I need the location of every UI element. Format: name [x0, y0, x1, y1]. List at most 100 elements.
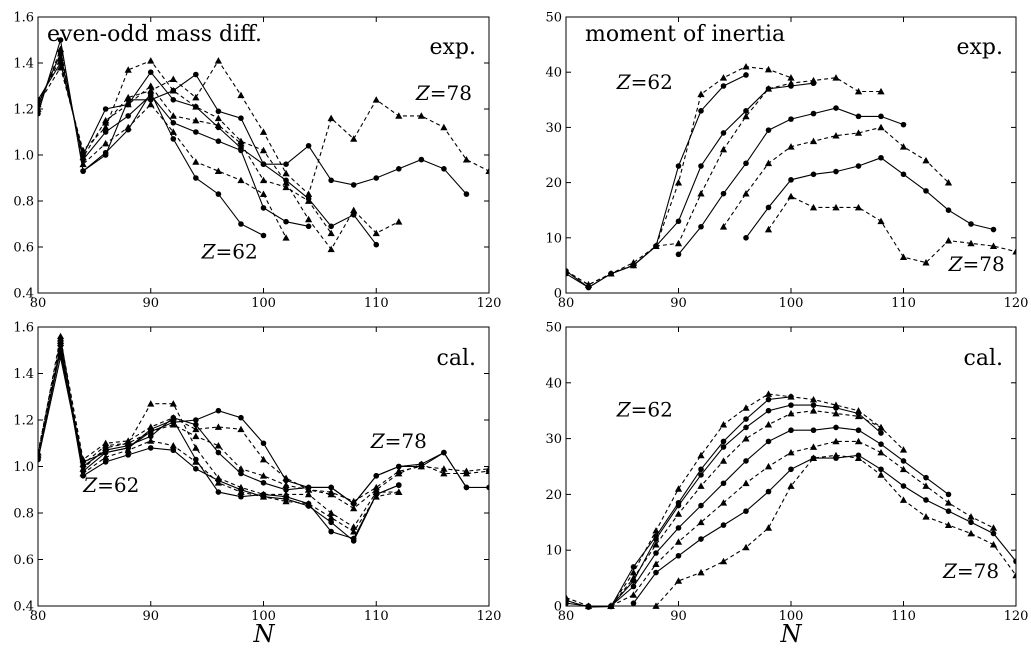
- point-triangle: [764, 85, 773, 92]
- point-circle: [923, 474, 929, 481]
- point-triangle: [877, 423, 885, 431]
- point-triangle: [259, 472, 268, 479]
- panel-title: even-odd mass diff.: [47, 22, 262, 47]
- point-triangle: [237, 483, 245, 491]
- point-circle: [328, 484, 334, 491]
- point-circle: [193, 417, 199, 423]
- point-circle: [720, 444, 727, 450]
- point-circle: [698, 108, 704, 114]
- point-circle: [630, 564, 637, 570]
- point-circle: [653, 569, 659, 576]
- point-triangle: [922, 482, 930, 489]
- series-line-dashed: [59, 338, 489, 503]
- point-triangle: [417, 462, 425, 470]
- point-triangle: [327, 514, 335, 521]
- y-tick-label: 0: [554, 600, 562, 615]
- point-triangle: [719, 457, 728, 464]
- point-circle: [396, 463, 402, 470]
- point-triangle: [742, 190, 750, 197]
- point-circle: [238, 115, 244, 121]
- point-circle: [698, 536, 704, 542]
- point-triangle: [327, 488, 335, 495]
- x-tick-label: 90: [142, 296, 159, 311]
- point-triangle: [832, 203, 840, 211]
- point-triangle: [787, 143, 795, 150]
- point-triangle: [38, 100, 42, 108]
- point-circle: [328, 528, 334, 535]
- z-annotation: Z=78: [415, 81, 472, 105]
- point-circle: [653, 550, 659, 556]
- series-line-dashed: [38, 340, 489, 510]
- point-triangle: [764, 421, 773, 428]
- y-tick-label: 1.4: [13, 367, 34, 382]
- point-circle: [238, 145, 244, 151]
- point-triangle: [719, 499, 728, 506]
- point-circle: [765, 127, 772, 133]
- point-circle: [990, 226, 997, 233]
- point-circle: [463, 484, 470, 491]
- point-circle: [463, 191, 470, 197]
- point-circle: [193, 175, 199, 181]
- point-circle: [743, 72, 749, 78]
- point-triangle: [877, 471, 885, 478]
- point-triangle: [989, 541, 998, 548]
- point-circle: [147, 445, 154, 451]
- point-triangle: [282, 481, 290, 488]
- plot-area: [38, 332, 489, 544]
- point-triangle: [192, 103, 200, 110]
- point-triangle: [787, 409, 795, 417]
- point-circle: [743, 416, 749, 422]
- point-circle: [698, 502, 704, 509]
- point-triangle: [237, 465, 245, 472]
- point-triangle: [787, 192, 795, 200]
- point-circle: [305, 223, 312, 230]
- point-circle: [283, 161, 289, 167]
- point-triangle: [629, 261, 638, 269]
- series-line-solid: [38, 61, 377, 246]
- x-tick-label: 100: [251, 609, 276, 624]
- point-circle: [720, 83, 727, 89]
- point-triangle: [967, 513, 975, 520]
- point-circle: [653, 536, 659, 542]
- point-triangle: [629, 591, 638, 598]
- x-axis-label-right: N: [780, 620, 803, 648]
- x-tick-label: 120: [477, 609, 502, 624]
- point-circle: [900, 458, 907, 464]
- y-tick-label: 0.4: [13, 287, 34, 302]
- point-triangle: [124, 66, 132, 73]
- point-triangle: [629, 574, 638, 581]
- point-triangle: [305, 190, 313, 197]
- point-triangle: [922, 156, 930, 164]
- point-circle: [238, 221, 244, 227]
- point-triangle: [395, 112, 403, 119]
- point-triangle: [607, 270, 615, 277]
- point-triangle: [102, 139, 110, 147]
- point-triangle: [899, 253, 908, 260]
- point-triangle: [192, 93, 200, 101]
- x-tick-label: 110: [891, 609, 916, 624]
- point-circle: [990, 530, 997, 537]
- point-triangle: [877, 448, 885, 456]
- point-triangle: [764, 524, 773, 531]
- point-triangle: [282, 497, 290, 505]
- point-triangle: [124, 123, 132, 131]
- point-circle: [878, 430, 884, 436]
- point-circle: [328, 223, 334, 230]
- z-annotation: Z=62: [616, 397, 673, 421]
- point-triangle: [102, 123, 110, 131]
- y-tick-label: 20: [545, 488, 562, 503]
- point-triangle: [327, 509, 335, 516]
- point-circle: [373, 241, 380, 248]
- point-triangle: [742, 543, 750, 551]
- point-circle: [170, 419, 177, 426]
- data-tag: cal.: [964, 346, 1003, 371]
- point-circle: [283, 486, 289, 493]
- point-circle: [418, 156, 425, 163]
- point-triangle: [566, 267, 570, 274]
- x-tick-label: 90: [670, 609, 687, 624]
- y-tick-label: 0.8: [13, 195, 34, 210]
- point-circle: [125, 452, 131, 458]
- point-circle: [125, 113, 131, 119]
- point-circle: [305, 500, 312, 507]
